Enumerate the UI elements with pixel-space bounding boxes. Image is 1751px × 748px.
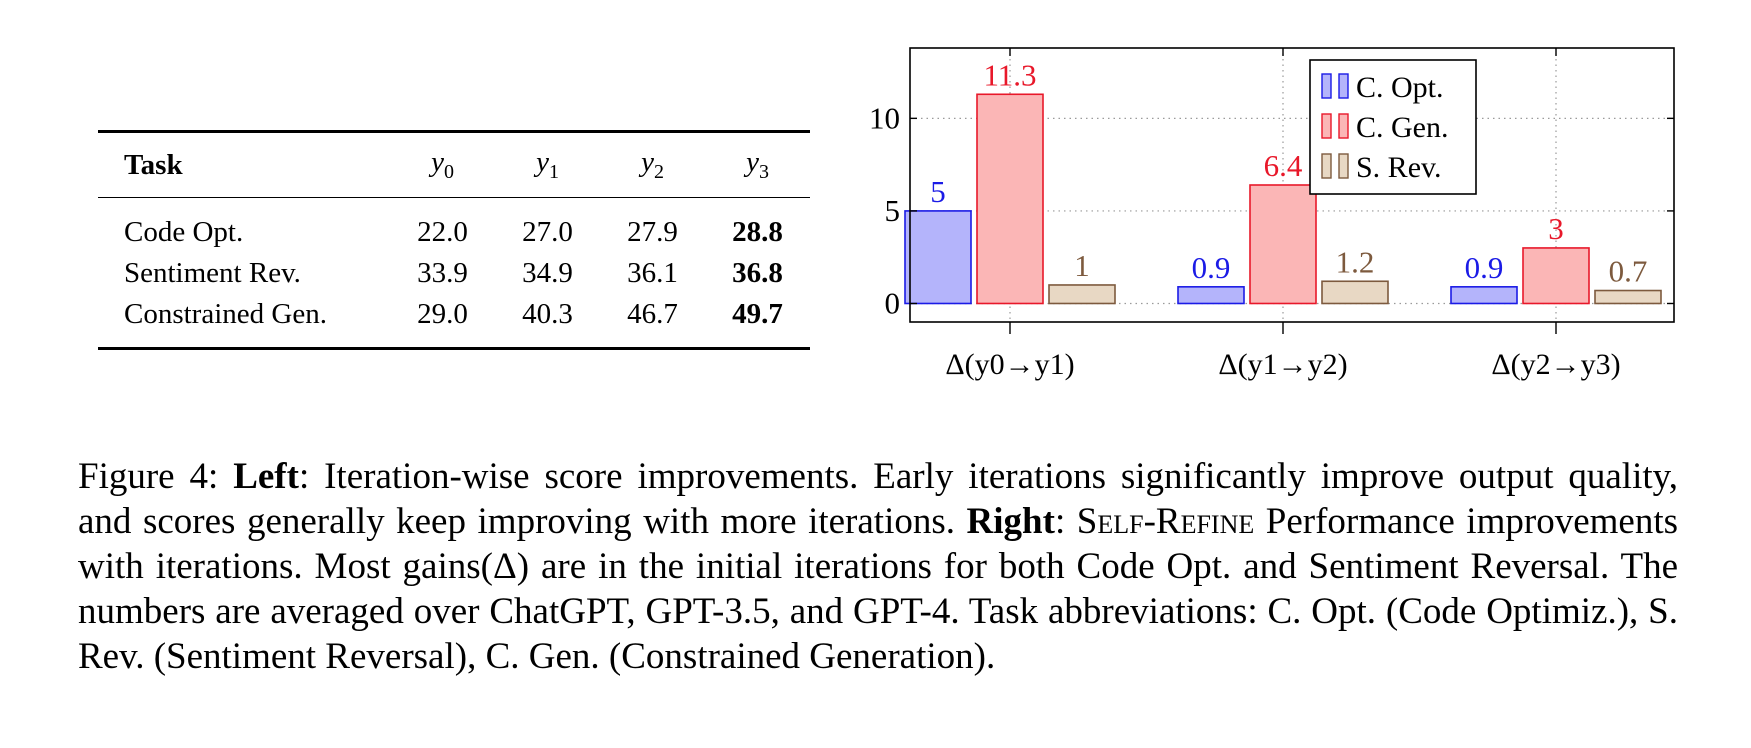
cell-y0: 22.0: [417, 216, 468, 248]
bar: [976, 93, 1044, 305]
cell-y1: 40.3: [522, 298, 573, 330]
bar: [1048, 284, 1116, 305]
caption-left-label: Left: [233, 456, 299, 497]
bar-value-label: 0.7: [1609, 254, 1648, 289]
results-table: Task y0 y1 y2 y3 Code Opt. 22.0 27.0 27.…: [98, 130, 810, 350]
y-tick-label: 5: [885, 193, 901, 228]
cell-y3: 36.8: [732, 257, 783, 289]
bar-value-label: 0.9: [1192, 250, 1231, 285]
cell-y0: 29.0: [417, 298, 468, 330]
table-row: Sentiment Rev. 33.9 34.9 36.1 36.8: [98, 253, 810, 294]
caption-right-text: Performance improvements with iterations…: [78, 501, 1678, 677]
caption-right-label: Right: [966, 501, 1055, 542]
bar-chart: 5 0.9 0.9 11.3 6.4 3 1 1.2 0.7 0 5 10 Δ(y0→y1) Δ(y1→y…: [869, 47, 1675, 381]
bar: [1522, 247, 1590, 305]
cell-y2: 36.1: [627, 257, 678, 289]
row-task: Constrained Gen.: [124, 298, 327, 330]
header-y0: y0: [431, 146, 454, 183]
y-tick-label: 0: [885, 285, 901, 320]
legend-swatch: [1338, 73, 1349, 99]
caption-colon: :: [1054, 501, 1077, 542]
legend-label: C. Opt.: [1356, 71, 1444, 104]
caption-method-name: Self-Refine: [1076, 501, 1255, 542]
row-task: Code Opt.: [124, 216, 244, 248]
legend-swatch: [1321, 153, 1332, 179]
cell-y1: 27.0: [522, 216, 573, 248]
bar-value-label: 1.2: [1336, 244, 1375, 279]
caption-left-text: : Iteration-wise score improvements. Ear…: [78, 456, 1678, 542]
bar: [1249, 184, 1317, 305]
legend-swatch: [1321, 73, 1332, 99]
cell-y1: 34.9: [522, 257, 573, 289]
cell-y0: 33.9: [417, 257, 468, 289]
x-tick-label: Δ(y0→y1): [945, 348, 1074, 381]
legend-swatch: [1338, 113, 1349, 139]
plot-frame: [909, 47, 1675, 323]
legend-box: [1309, 59, 1477, 195]
bar-value-label: 11.3: [983, 57, 1036, 92]
bar: [1177, 286, 1245, 305]
header-task: Task: [124, 148, 183, 181]
figure-caption: Figure 4: Left: Iteration-wise score imp…: [78, 454, 1678, 679]
bar: [1321, 280, 1389, 305]
bar-value-label: 0.9: [1465, 250, 1504, 285]
caption-lead: Figure 4:: [78, 456, 234, 497]
bar-value-label: 3: [1548, 211, 1564, 246]
bar: [904, 210, 972, 305]
y-tick-label: 10: [869, 100, 900, 135]
bar-value-label: 5: [930, 174, 946, 209]
header-y1: y1: [536, 146, 559, 183]
x-tick-label: Δ(y1→y2): [1218, 348, 1347, 381]
legend-swatch: [1321, 113, 1332, 139]
legend-swatch: [1338, 153, 1349, 179]
header-y2: y2: [641, 146, 664, 183]
bar: [1450, 286, 1518, 305]
bar: [1594, 289, 1662, 305]
table-row: Code Opt. 22.0 27.0 27.9 28.8: [98, 197, 810, 254]
legend-label: C. Gen.: [1356, 111, 1449, 144]
legend-label: S. Rev.: [1356, 151, 1442, 184]
cell-y2: 46.7: [627, 298, 678, 330]
cell-y3: 49.7: [732, 298, 783, 330]
cell-y2: 27.9: [627, 216, 678, 248]
header-y3: y3: [746, 146, 769, 183]
row-task: Sentiment Rev.: [124, 257, 301, 289]
table-row: Constrained Gen. 29.0 40.3 46.7 49.7: [98, 294, 810, 349]
x-tick-label: Δ(y2→y3): [1491, 348, 1620, 381]
cell-y3: 28.8: [732, 216, 783, 248]
bar-value-label: 1: [1074, 248, 1090, 283]
bar-value-label: 6.4: [1264, 148, 1303, 183]
